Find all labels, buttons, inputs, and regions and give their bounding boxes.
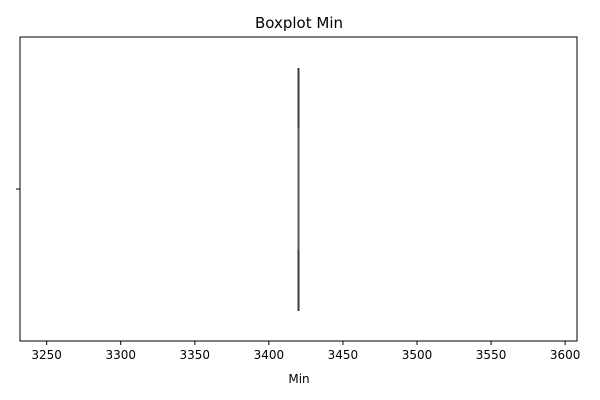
x-axis: 3250 3300 3350 3400 3450 3500 3550 3600 [31,341,580,362]
x-tick-label: 3350 [180,348,211,362]
x-tick-label: 3300 [105,348,136,362]
x-tick-label: 3450 [328,348,359,362]
x-tick-label: 3400 [254,348,285,362]
x-tick-label: 3550 [476,348,507,362]
x-tick-label: 3500 [402,348,433,362]
x-tick-label: 3250 [31,348,62,362]
chart-title: Boxplot Min [255,14,343,32]
x-axis-label: Min [288,372,309,386]
x-tick-label: 3600 [550,348,581,362]
